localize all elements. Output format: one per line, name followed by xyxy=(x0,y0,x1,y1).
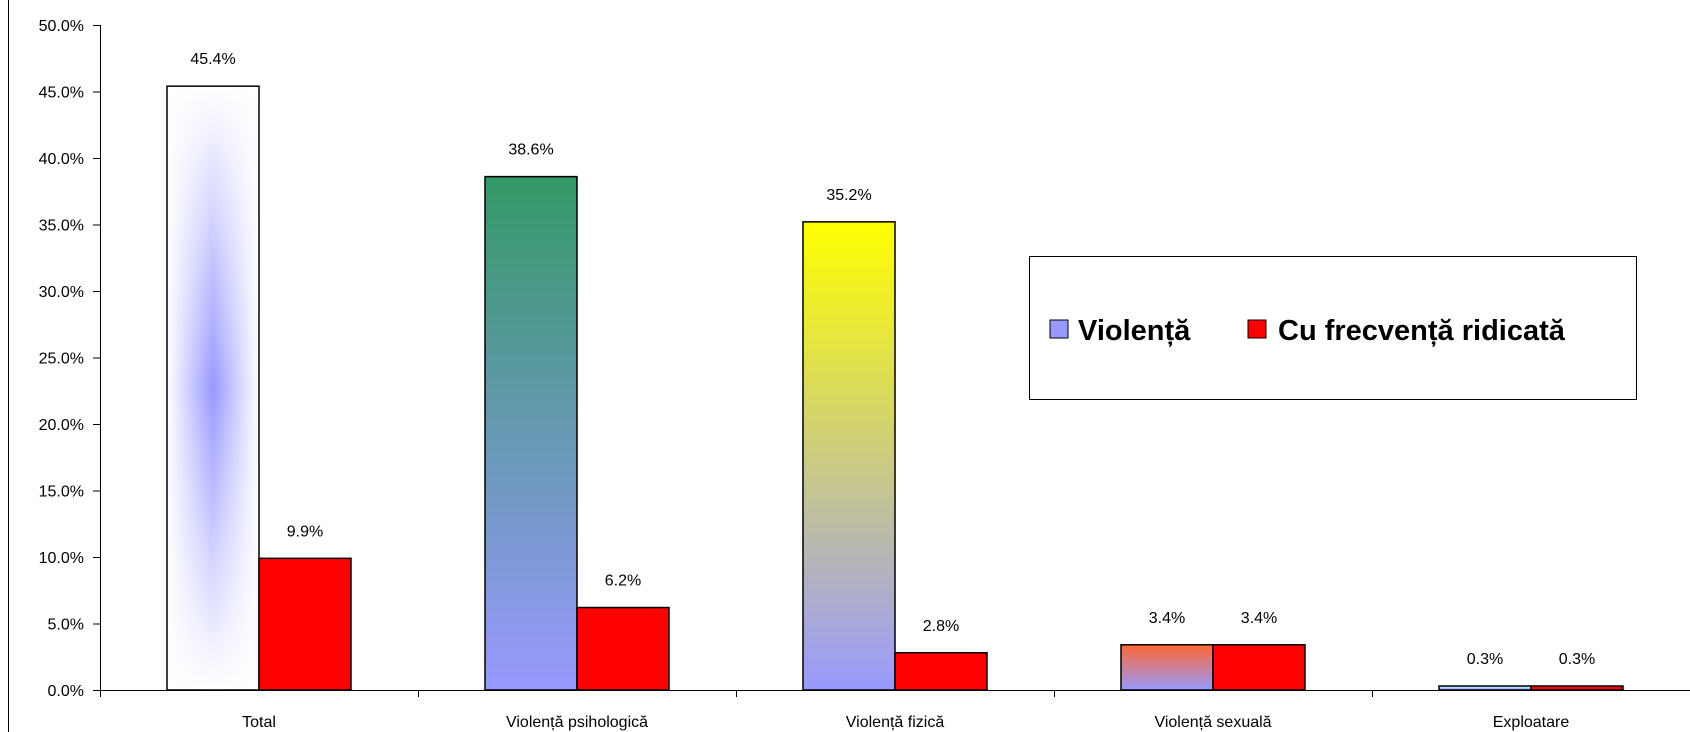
legend-swatch-cu-frecventa xyxy=(1247,319,1267,339)
data-label: 38.6% xyxy=(508,142,553,159)
bar-cu-frecventa-3 xyxy=(1212,644,1306,691)
bar-violenta-3 xyxy=(1120,644,1214,691)
bar-violenta-4 xyxy=(1438,685,1532,691)
legend-label-violenta: Violență xyxy=(1078,315,1191,347)
data-label: 35.2% xyxy=(826,187,871,204)
bar-violenta-2 xyxy=(802,221,896,691)
y-tick-label: 0.0% xyxy=(48,683,84,700)
x-tick-label: Total xyxy=(242,714,276,731)
data-label: 9.9% xyxy=(287,523,323,540)
y-tick-label: 5.0% xyxy=(48,617,84,634)
data-label: 3.4% xyxy=(1241,610,1277,627)
legend-label-cu-frecventa: Cu frecvență ridicată xyxy=(1278,315,1566,347)
legend-swatch-violenta xyxy=(1049,319,1069,339)
data-label: 2.8% xyxy=(923,618,959,635)
bar-cu-frecventa-0 xyxy=(258,557,352,691)
bar-violenta-1 xyxy=(484,175,578,691)
y-tick-label: 15.0% xyxy=(39,484,84,501)
y-tick-label: 10.0% xyxy=(39,550,84,567)
data-label: 0.3% xyxy=(1467,651,1503,668)
legend: Violență Cu frecvență ridicată xyxy=(1029,256,1637,400)
x-tick-label: Exploatare xyxy=(1493,714,1570,731)
data-label: 45.4% xyxy=(190,51,235,68)
bar-cu-frecventa-4 xyxy=(1530,685,1624,691)
bars xyxy=(166,85,1624,691)
data-label: 0.3% xyxy=(1559,651,1595,668)
bar-violenta-total xyxy=(166,85,260,691)
y-tick-label: 20.0% xyxy=(39,417,84,434)
data-labels: 45.4% 9.9% 38.6% 6.2% 35.2% 2.8% 3.4% 3.4% 0.3% 0… xyxy=(190,51,1595,668)
legend-box xyxy=(1029,256,1637,400)
y-tick-label: 45.0% xyxy=(39,85,84,102)
x-tick-label: Violență fizică xyxy=(846,714,945,731)
y-axis: 0.0% 5.0% 10.0% 15.0% 20.0% 25.0% 30.0% 35.0% 40… xyxy=(39,18,101,700)
y-tick-label: 40.0% xyxy=(39,151,84,168)
y-tick-label: 50.0% xyxy=(39,18,84,35)
bar-cu-frecventa-1 xyxy=(576,606,670,691)
y-tick-label: 25.0% xyxy=(39,351,84,368)
x-tick-label: Violență psihologică xyxy=(506,714,648,731)
x-axis: Total Violență psihologică Violență fizică… xyxy=(100,690,1690,731)
y-tick-label: 30.0% xyxy=(39,284,84,301)
x-tick-label: Violență sexuală xyxy=(1154,714,1271,731)
data-label: 6.2% xyxy=(605,573,641,590)
data-label: 3.4% xyxy=(1149,610,1185,627)
y-tick-label: 35.0% xyxy=(39,218,84,235)
bar-cu-frecventa-2 xyxy=(894,652,988,691)
